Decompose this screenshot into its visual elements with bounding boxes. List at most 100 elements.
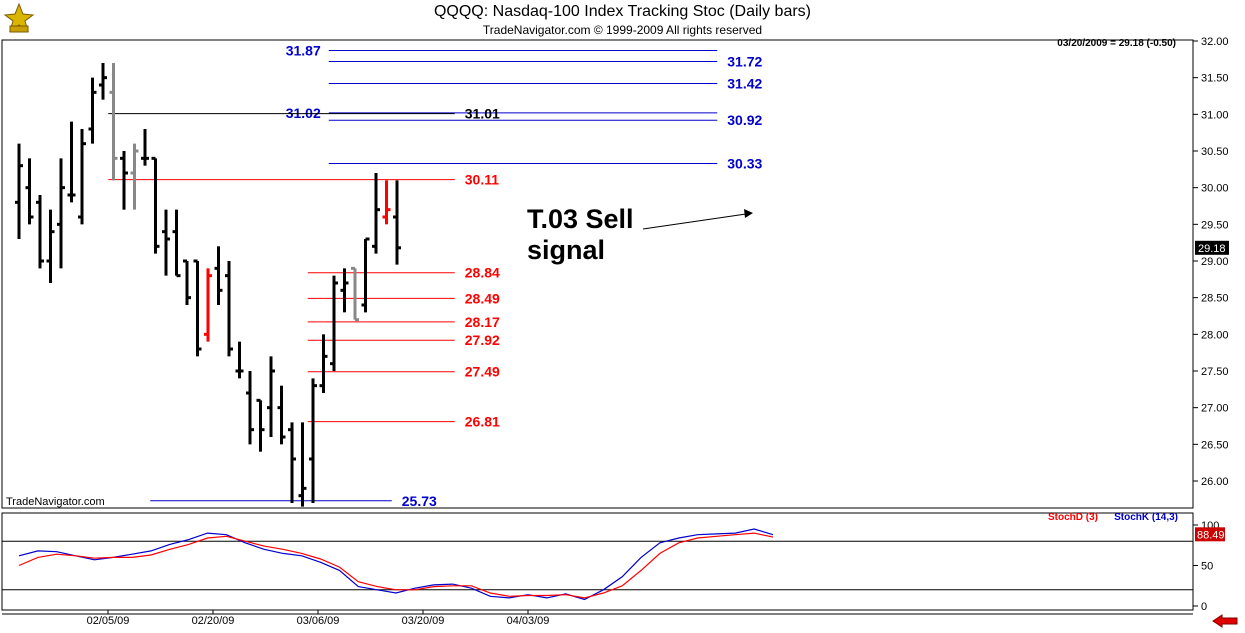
chart-header: QQQQ: Nasdaq-100 Index Tracking Stoc (Da… [0,0,1245,40]
ohlc-bar [183,259,191,305]
ohlc-bar [204,268,212,342]
price-axis-label: 26.00 [1201,476,1229,488]
current-price-box [1195,240,1229,255]
price-axis-label: 29.00 [1201,256,1229,268]
level-label: 28.17 [465,314,500,330]
level-label: 30.92 [727,112,762,128]
ohlc-bar [267,356,275,437]
date-axis-label: 03/20/09 [402,615,445,627]
stoch-axis-label: 50 [1201,561,1213,573]
date-axis-label: 02/05/09 [87,615,130,627]
ohlc-bar [225,261,233,357]
ohlc-bar [393,180,401,265]
ohlc-bar [382,180,391,225]
level-lines: 31.87 31.72 31.42 31.02 30.92 30.33 31.01 30.11… [108,43,762,509]
ohlc-bar [309,378,317,503]
ohlc-bar [162,209,170,276]
main-panel-frame [1,39,1194,509]
ohlc-bar [361,237,370,313]
level-label: 28.84 [465,265,500,281]
watermark: TradeNavigator.com [6,496,105,508]
date-axis-label: 03/06/09 [297,615,340,627]
date-axis-label: 04/03/09 [507,615,550,627]
ohlc-bar [25,158,34,225]
ohlc-bar [57,158,65,269]
level-label: 31.42 [727,76,762,92]
ohlc-bar [36,195,44,269]
annotation-line-2: signal [527,235,606,265]
ohlc-bar [130,143,139,210]
sell-signal-annotation: T.03 Sell signal [527,204,634,266]
ohlc-bar [193,259,202,357]
ohlc-bar [99,63,107,100]
ohlc-bar [120,151,128,210]
ohlc-bar [277,385,286,445]
ohlc-bar [256,398,265,452]
chart-title: QQQQ: Nasdaq-100 Index Tracking Stoc (Da… [433,3,812,20]
level-label: 31.72 [727,54,762,70]
ohlc-bar [15,143,23,239]
ohlc-bar [88,77,97,144]
price-bars [15,63,401,507]
level-label: 30.33 [727,155,762,171]
price-axis-label: 31.50 [1201,73,1229,85]
ohlc-bar [172,209,181,278]
ohlc-bar [235,341,244,379]
price-axis-label: 32.00 [1201,36,1229,48]
price-axis-label: 29.50 [1201,219,1229,231]
level-label: 31.87 [286,43,321,59]
current-price-label: 29.18 [1198,243,1226,255]
stoch-legend-entry: StochK (14,3) [1114,512,1178,523]
stoch-axis-label: 0 [1201,601,1207,613]
ohlc-bar [298,422,307,507]
ohlc-bar [330,275,338,371]
price-axis-label: 28.00 [1201,329,1229,341]
price-axis-label: 28.50 [1201,293,1229,305]
trade-navigator-logo-icon[interactable] [2,2,36,34]
price-axis-label: 27.50 [1201,366,1229,378]
annotation-line-1: T.03 Sell [527,204,634,234]
ohlc-bar [67,121,76,203]
price-axis-label: 27.00 [1201,403,1229,415]
date-axis-label: 02/20/09 [192,615,235,627]
ohlc-bar [214,246,223,305]
price-axis-label: 26.50 [1201,439,1229,451]
date-axis: 02/05/09 02/20/09 03/06/09 03/20/09 04/03/09 [87,610,550,627]
ohlc-bar [351,266,359,322]
ohlc-bar [288,422,296,503]
ohlc-bar [246,371,254,445]
level-label: 27.92 [465,332,500,348]
level-label: 25.73 [402,493,437,509]
sell-signal-arrow [642,213,747,230]
ohlc-bar [151,156,160,254]
chart-frames [1,39,1194,615]
last-price-info: 03/20/2009 = 29.18 (-0.50) [1057,38,1176,49]
ohlc-bar [46,209,55,283]
ohlc-bar [109,63,118,181]
price-axis-label: 30.50 [1201,146,1229,158]
price-axis-label: 30.00 [1201,183,1229,195]
level-label: 27.49 [465,364,500,380]
level-label: 31.02 [286,105,321,121]
sell-signal-arrowhead [744,209,753,218]
level-label: 31.01 [465,106,500,122]
ohlc-bar [141,129,149,166]
ohlc-bar [319,334,328,393]
ohlc-bar [372,173,380,254]
stoch-panel-frame [1,512,1194,611]
level-label: 30.11 [465,172,499,188]
ohlc-bar [78,129,86,225]
copyright-text: TradeNavigator.com © 1999-2009 All right… [482,23,763,37]
stoch-current-label: 88.49 [1197,529,1225,541]
price-axis-label: 31.00 [1201,109,1229,121]
stoch-series-line [18,528,774,601]
stoch-series-line [18,532,774,599]
level-label: 26.81 [465,414,500,430]
level-label: 28.49 [465,290,500,306]
scroll-left-arrow-icon[interactable] [1211,614,1239,628]
stoch-legend-entry: StochD (3) [1048,512,1098,523]
ohlc-bar [340,268,349,313]
price-axis: 32.00 31.50 31.00 30.50 30.00 29.50 29.00 28.50… [1193,36,1229,488]
